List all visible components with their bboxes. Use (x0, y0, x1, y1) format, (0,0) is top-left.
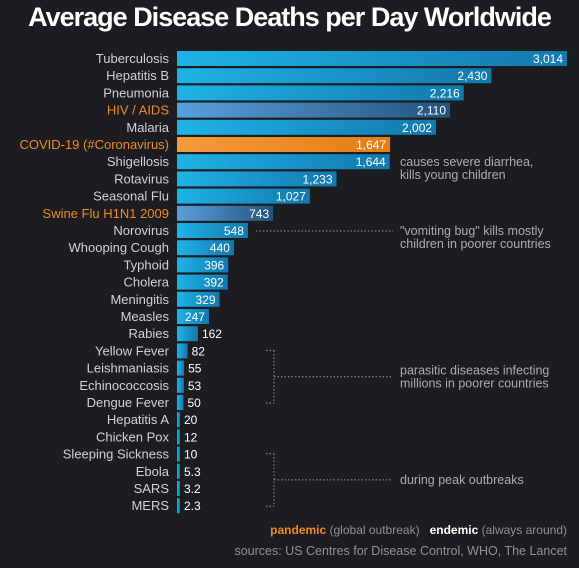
category-label-rabies: Rabies (129, 326, 170, 341)
legend-pandemic-desc: (global outbreak) (329, 523, 420, 537)
bar-typhoid (177, 257, 229, 273)
bar-shigellosis (177, 154, 390, 170)
category-label-ebola: Ebola (136, 464, 170, 479)
category-label-cholera: Cholera (123, 275, 169, 290)
bar-chart: Tuberculosis 3,014 Hepatitis B 2,430 Pneumon… (19, 51, 567, 514)
category-label-hepatitis-a: Hepatitis A (107, 412, 169, 427)
value-label-meningitis: 329 (196, 293, 216, 307)
value-label-seasonal-flu: 1,027 (276, 190, 306, 204)
bar-meningitis (177, 291, 220, 307)
chart-title: Average Disease Deaths per Day Worldwide (28, 2, 552, 32)
category-label-sleeping-sickness: Sleeping Sickness (63, 447, 170, 462)
value-label-mers: 2.3 (184, 499, 201, 513)
value-label-dengue-fever: 50 (187, 396, 201, 410)
value-label-hiv-aids: 2,110 (417, 104, 446, 118)
bar-cholera (177, 274, 228, 290)
annotation-2-line-2: children in poorer countries (400, 237, 551, 251)
sources-note: sources: US Centres for Disease Control,… (234, 544, 567, 558)
bar-tuberculosis (177, 51, 567, 66)
value-label-malaria: 2,002 (402, 121, 432, 135)
annotation-3-line-2: millions in poorer countries (400, 377, 549, 391)
value-label-leishmaniasis: 55 (188, 362, 202, 376)
bars-group: Tuberculosis 3,014 Hepatitis B 2,430 Pneumon… (19, 51, 567, 514)
value-label-whooping-cough: 440 (210, 241, 230, 255)
bar-dengue-fever (177, 395, 184, 410)
category-label-hiv-aids: HIV / AIDS (107, 103, 169, 118)
category-label-measles: Measles (121, 309, 170, 324)
bar-yellow-fever (177, 343, 188, 359)
bar-echinococcosis (177, 377, 184, 393)
value-label-hepatitis-a: 20 (184, 413, 198, 427)
category-label-dengue-fever: Dengue Fever (87, 395, 170, 410)
bar-hiv-aids (177, 102, 451, 118)
value-label-typhoid: 396 (204, 258, 224, 272)
category-label-hepatitis-b: Hepatitis B (106, 68, 169, 83)
value-label-measles: 247 (185, 310, 205, 324)
bar-sleeping-sickness (177, 446, 180, 462)
bar-ebola (177, 463, 180, 479)
legend-endemic-desc: (always around) (481, 523, 567, 537)
category-label-echinococcosis: Echinococcosis (79, 378, 169, 393)
bar-hepatitis-b (177, 68, 492, 84)
bar-chicken-pox (177, 429, 180, 445)
legend-endemic-label: endemic (429, 523, 479, 537)
category-label-whooping-cough: Whooping Cough (69, 240, 169, 255)
bar-covid-19-coronavirus (177, 137, 391, 152)
value-label-tuberculosis: 3,014 (533, 52, 563, 66)
legend-pandemic-label: pandemic (270, 523, 327, 537)
annotation-3-line-1: parasitic diseases infecting (400, 364, 549, 378)
value-label-ebola: 5.3 (184, 465, 201, 479)
category-label-swine-flu-h1n1-2009: Swine Flu H1N1 2009 (43, 206, 169, 221)
value-label-chicken-pox: 12 (184, 430, 198, 444)
annotation-1-line-2: kills young children (400, 168, 506, 182)
category-label-rotavirus: Rotavirus (114, 171, 169, 186)
bar-rabies (177, 326, 198, 342)
bar-leishmaniasis (177, 360, 185, 376)
bar-malaria (177, 119, 437, 135)
bar-mers (177, 498, 180, 514)
category-label-sars: SARS (134, 481, 170, 496)
value-label-sleeping-sickness: 10 (184, 448, 198, 462)
category-label-typhoid: Typhoid (123, 257, 169, 272)
category-label-covid-19-coronavirus: COVID-19 (#Coronavirus) (19, 137, 169, 152)
bar-rotavirus (177, 171, 337, 187)
category-label-tuberculosis: Tuberculosis (96, 51, 170, 66)
annotations-group: causes severe diarrhea,kills young child… (255, 155, 551, 507)
value-label-hepatitis-b: 2,430 (457, 69, 487, 83)
value-label-shigellosis: 1,644 (356, 155, 386, 169)
bar-norovirus (177, 223, 248, 238)
value-label-norovirus: 548 (224, 224, 244, 238)
bar-pneumonia (177, 85, 464, 101)
annotation-1-line-1: causes severe diarrhea, (400, 155, 533, 169)
bar-whooping-cough (177, 240, 234, 256)
category-label-shigellosis: Shigellosis (107, 154, 170, 169)
annotation-2-line-1: "vomiting bug" kills mostly (400, 224, 544, 238)
value-label-pneumonia: 2,216 (430, 86, 460, 100)
value-label-cholera: 392 (204, 276, 224, 290)
bar-seasonal-flu (177, 188, 310, 204)
value-label-swine-flu-h1n1-2009: 743 (249, 207, 269, 221)
bar-swine-flu-h1n1-2009 (177, 205, 274, 221)
category-label-pneumonia: Pneumonia (103, 85, 170, 100)
legend: pandemic (global outbreak) endemic (alwa… (270, 523, 567, 537)
value-label-sars: 3.2 (184, 482, 201, 496)
bar-hepatitis-a (177, 412, 180, 428)
value-label-rabies: 162 (202, 327, 222, 341)
bar-measles (177, 309, 209, 324)
value-label-covid-19-coronavirus: 1,647 (356, 138, 386, 152)
bar-sars (177, 481, 180, 496)
category-label-mers: MERS (131, 498, 169, 513)
category-label-meningitis: Meningitis (110, 292, 169, 307)
value-label-echinococcosis: 53 (188, 379, 202, 393)
category-label-norovirus: Norovirus (113, 223, 169, 238)
category-label-chicken-pox: Chicken Pox (96, 429, 169, 444)
category-label-malaria: Malaria (126, 120, 169, 135)
category-label-seasonal-flu: Seasonal Flu (93, 189, 169, 204)
value-label-yellow-fever: 82 (192, 344, 206, 358)
category-label-yellow-fever: Yellow Fever (95, 343, 170, 358)
annotation-4-line-1: during peak outbreaks (400, 473, 524, 487)
value-label-rotavirus: 1,233 (303, 172, 333, 186)
category-label-leishmaniasis: Leishmaniasis (87, 361, 170, 376)
